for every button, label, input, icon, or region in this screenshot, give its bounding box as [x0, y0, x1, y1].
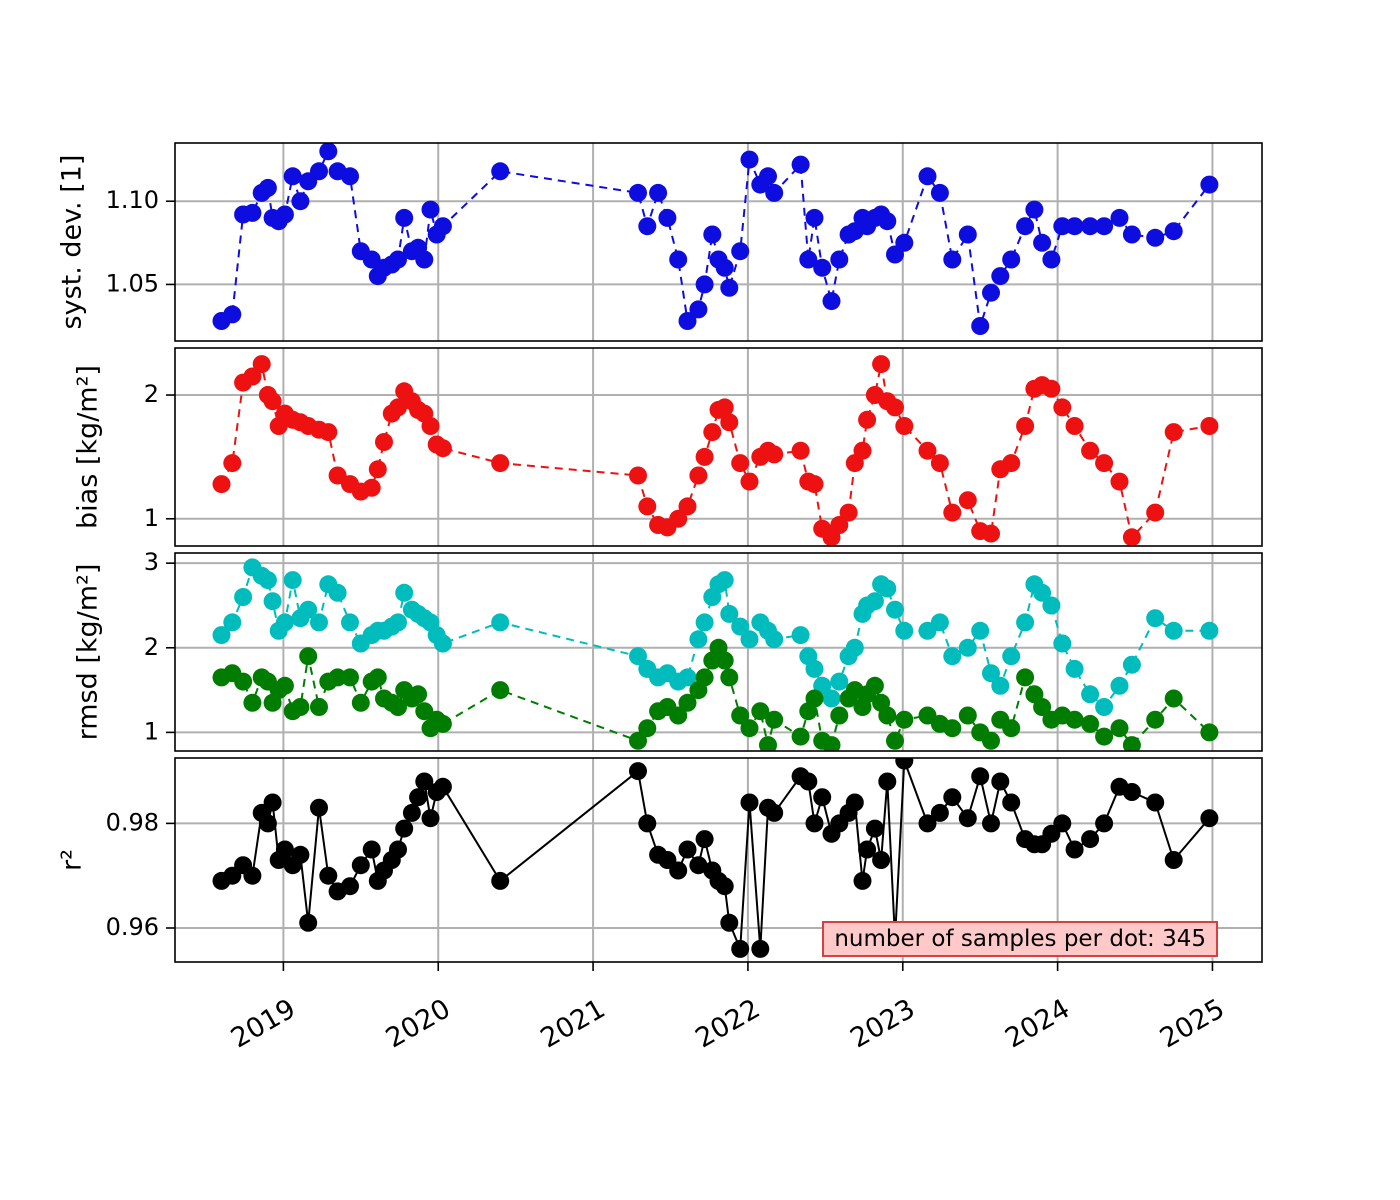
- ylabel-bias: bias [kg/m²]: [72, 365, 104, 529]
- ytick-label: 1: [144, 504, 159, 532]
- ytick-label: 1.05: [106, 269, 159, 297]
- ytick-label: 3: [144, 548, 159, 576]
- panel-frame: [174, 552, 1263, 752]
- ylabel-r2: r²: [56, 849, 88, 871]
- panel-frame: [174, 757, 1263, 963]
- series-bias-points: [212, 355, 1219, 546]
- panel-rmsd: 1 2 3: [144, 548, 1263, 752]
- xtick-label: 2020: [381, 993, 456, 1054]
- panel-syst-dev: 1.05 1.10: [106, 142, 1263, 342]
- ytick-label: 2: [144, 633, 159, 661]
- xtick-label: 2023: [845, 993, 920, 1054]
- sample-count-annotation: number of samples per dot: 345: [822, 921, 1218, 957]
- series-r2-points: [212, 758, 1219, 958]
- ytick-label: 1.10: [106, 186, 159, 214]
- xtick-label: 2022: [690, 993, 765, 1054]
- panel-frame: [174, 347, 1263, 547]
- xtick-label: 2024: [1000, 993, 1075, 1054]
- series-syst_dev-points: [212, 143, 1219, 335]
- xtick-label: 2025: [1155, 993, 1230, 1054]
- ylabel-syst-dev: syst. dev. [1]: [56, 154, 88, 330]
- series-ubrmsd-points: [212, 638, 1219, 751]
- ytick-label: 2: [144, 380, 159, 408]
- ytick-label: 0.98: [106, 808, 159, 836]
- ylabel-rmsd: rmsd [kg/m²]: [72, 563, 104, 741]
- panel-bias: 12: [144, 347, 1263, 547]
- xtick-label: 2021: [536, 993, 611, 1054]
- series-rmsd-points: [212, 558, 1219, 716]
- ytick-label: 0.96: [106, 913, 159, 941]
- panel-frame: [174, 142, 1263, 342]
- xtick-label: 2019: [226, 993, 301, 1054]
- ytick-label: 1: [144, 717, 159, 745]
